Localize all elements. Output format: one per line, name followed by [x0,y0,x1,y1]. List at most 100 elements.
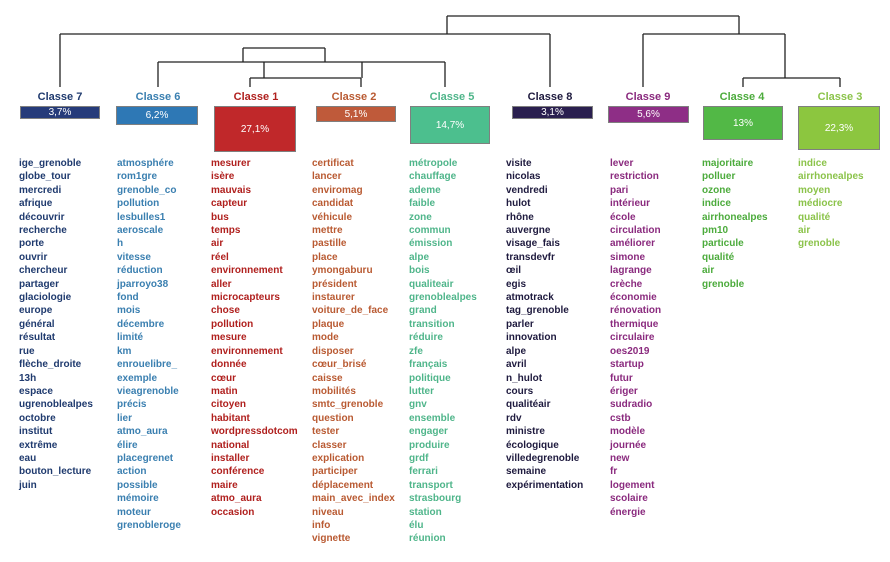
word-item: auvergne [506,225,551,237]
word-item: énergie [610,506,646,518]
word-item: bus [211,211,229,223]
word-item: habitant [211,412,250,424]
word-item: pollution [211,318,254,330]
word-item: lutter [409,385,434,397]
word-item: expérimentation [506,479,584,491]
word-item: ensemble [409,412,456,424]
word-item: donnée [211,359,247,371]
class-9-title: Classe 9 [625,91,671,103]
word-item: occasion [211,506,255,518]
word-item: air [702,265,715,277]
word-item: lier [117,412,133,424]
word-item: place [312,251,338,263]
word-item: rhône [506,211,534,223]
word-item: gnv [409,399,427,411]
word-item: air [211,238,224,250]
class-5-title: Classe 5 [429,91,475,103]
word-item: transition [409,318,455,330]
word-item: atmo_aura [117,426,168,438]
word-item: école [610,211,636,223]
word-item: scolaire [610,493,648,505]
word-item: grenoble [798,238,841,250]
word-item: grenoblealpes [409,292,477,304]
word-item: fond [117,292,139,304]
word-item: chose [211,305,240,317]
class-9-percentage: 5,6% [608,106,689,123]
word-item: indice [702,198,731,210]
word-item: possible [117,479,158,491]
word-item: new [610,452,630,464]
word-item: commun [409,225,451,237]
word-item: vitesse [117,251,151,263]
word-item: faible [409,198,436,210]
word-item: majoritaire [702,158,754,169]
word-item: jparroyo38 [117,278,169,290]
word-item: améliorer [610,238,656,250]
word-item: installer [211,452,250,464]
word-item: enviromag [312,184,363,196]
word-item: écologique [506,439,559,451]
word-item: cours [506,385,534,397]
word-item: rénovation [610,305,662,317]
class-8-title: Classe 8 [527,91,573,103]
word-item: question [312,412,354,424]
word-item: journée [610,439,647,451]
word-item: lever [610,158,634,169]
word-item: grenobleroge [117,519,181,531]
word-item: élire [117,439,138,451]
word-item: limité [117,332,144,344]
word-item: sudradio [610,399,653,411]
word-item: visite [506,158,532,169]
word-item: 13h [19,372,37,384]
word-item: cœur_brisé [312,359,367,371]
word-item: h [117,238,124,250]
word-item: startup [610,359,644,371]
word-item: aller [211,278,232,290]
word-item: afrique [19,198,53,210]
word-item: politique [409,372,451,384]
class-1-word-list: mesurer isère mauvais capteur bus temps air rée… [211,157,298,519]
word-item: transdevfr [506,251,555,263]
word-item: rdv [506,412,522,424]
word-item: rom1gre [117,171,158,183]
word-item: atmosphére [117,158,174,169]
class-4-title: Classe 4 [719,91,765,103]
word-item: qualiteair [409,278,454,290]
word-item: visage_fais [506,238,560,250]
word-item: candidat [312,198,354,210]
word-item: déplacement [312,479,374,491]
word-item: exemple [117,372,158,384]
class-2-title: Classe 2 [331,91,377,103]
word-item: pastille [312,238,347,250]
word-item: info [312,519,331,531]
word-item: ouvrir [19,251,48,263]
word-item: microcapteurs [211,292,280,304]
word-item: institut [19,426,53,438]
word-item: réduction [117,265,163,277]
word-item: crèche [610,278,643,290]
word-item: placegrenet [117,452,174,464]
class-4-word-list: majoritaire polluer ozone indice airrhonealp… [702,157,768,291]
word-item: europe [19,305,53,317]
word-item: alpe [409,251,430,263]
word-item: capteur [211,198,248,210]
word-item: innovation [506,332,557,344]
word-item: grenoble [702,278,745,290]
word-item: zone [409,211,432,223]
word-item: environnement [211,345,283,357]
word-item: thermique [610,318,659,330]
word-item: réduire [409,332,443,344]
word-item: tag_grenoble [506,305,569,317]
word-item: pari [610,184,629,196]
word-item: engager [409,426,448,438]
word-item: circulaire [610,332,655,344]
word-item: qualité [702,251,735,263]
word-item: émission [409,238,453,250]
class-3-word-list: indice airrhonealpes moyen médiocre qualité a… [798,157,864,251]
word-item: airrhonealpes [798,171,864,183]
word-item: pm10 [702,225,729,237]
word-item: mauvais [211,184,252,196]
word-item: action [117,466,147,478]
word-item: eau [19,452,37,464]
word-item: simone [610,251,646,263]
